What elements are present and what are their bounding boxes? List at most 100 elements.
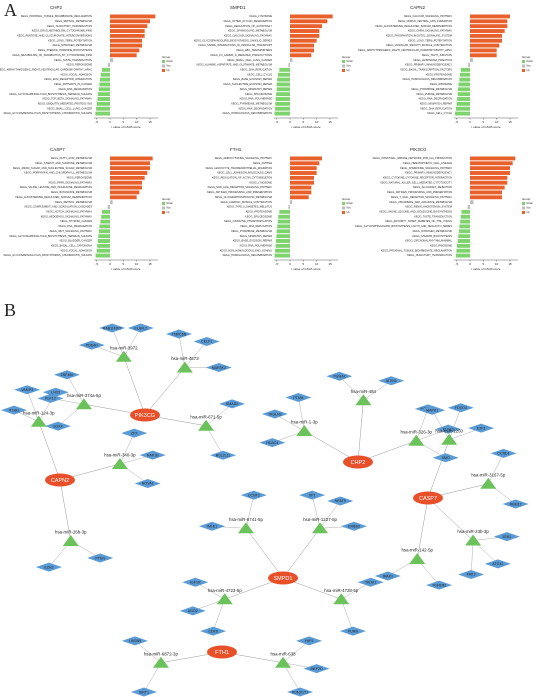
category-label: KEGG_FOCAL_ADHESION <box>61 73 93 76</box>
bar <box>96 101 110 106</box>
bar <box>288 205 290 209</box>
target-node <box>259 438 286 448</box>
x-tick-label: 5 <box>122 262 124 266</box>
bar <box>110 19 150 24</box>
mirna-label: hsa-miR-6872-3p <box>144 651 178 656</box>
hub-label: PIK3CG <box>135 413 155 419</box>
category-label: KEGG_AMINO_SUGAR_AND_NUCLEOTIDE_SUGAR_ME… <box>13 167 92 170</box>
bar <box>470 156 516 161</box>
edge <box>339 376 364 401</box>
edge <box>26 389 39 422</box>
target-node <box>44 421 71 431</box>
target-node <box>468 423 495 433</box>
category-label: KEGG_NOD_LIKE_RECEPTOR_SIGNALING_PATHWAY <box>208 186 273 189</box>
target-label: MAP3K2 <box>212 366 226 370</box>
category-label: KEGG_TYPE_II_DIABETES_MELLITUS <box>227 206 273 209</box>
category-label: KEGG_PATHWAYS_IN_CANCER <box>54 83 92 86</box>
target-node <box>493 532 520 542</box>
category-label: KEGG_HOMOLOGOUS_RECOMBINATION <box>223 254 273 257</box>
legend-label: Down <box>167 60 174 63</box>
category-label: KEGG_LEISHMANIA_INFECTION <box>413 59 452 62</box>
category-label: KEGG_MISMATCH_REPAIR <box>240 235 272 238</box>
bar <box>290 14 333 19</box>
edge <box>123 356 146 416</box>
mirna-label: hsa-miR-340-3p <box>104 453 136 458</box>
x-tick-label: 10 <box>135 120 139 124</box>
bar <box>456 243 470 248</box>
mirna-node <box>333 593 350 605</box>
mirna-label: hsa-miR-3972 <box>110 345 138 350</box>
bar <box>95 111 110 116</box>
edge <box>195 582 225 600</box>
mirna-label: hsa-miR-4673 <box>171 356 199 361</box>
x-tick-label: 15 <box>508 262 512 266</box>
panel-label: B <box>4 300 16 320</box>
bar <box>97 239 110 243</box>
x-tick-label: -5 <box>95 262 98 266</box>
bar <box>460 67 470 72</box>
bar <box>470 19 508 24</box>
bar <box>279 67 290 72</box>
bar <box>290 156 322 161</box>
bar <box>110 29 145 33</box>
legend-label: Down <box>347 60 354 63</box>
bar <box>457 97 470 101</box>
bar <box>277 219 290 224</box>
legend-swatch <box>162 211 165 214</box>
target-label: ERBB3 <box>348 525 360 529</box>
edge <box>357 400 364 463</box>
category-label: KEGG_SMALL_CELL_LUNG_CANCER <box>47 107 92 110</box>
category-label: KEGG_TGF_BETA_SIGNALING_PATHWAY <box>43 98 93 101</box>
category-label: KEGG_ALDOSTERONE_REGULATED_SODIUM_REABSO… <box>15 196 92 199</box>
bar <box>99 77 110 82</box>
mirna-node <box>441 433 458 445</box>
x-tick-label: -5 <box>275 262 278 266</box>
edge <box>134 640 162 663</box>
bar <box>275 248 290 253</box>
hub-node <box>207 645 237 659</box>
bar <box>110 156 153 161</box>
edge <box>416 408 429 441</box>
x-tick-label: 0 <box>289 262 291 266</box>
category-label: KEGG_NITROGEN_METABOLISM <box>53 44 92 47</box>
edge <box>311 495 321 529</box>
category-label: KEGG_MISMATCH_REPAIR <box>420 103 452 106</box>
mirna-node <box>111 457 128 469</box>
category-label: KEGG_CYTOKINE_CYTOKINE_RECEPTOR_INTERACT… <box>383 177 452 180</box>
category-label: KEGG_OLFACTORY_TRANSDUCTION <box>407 254 452 257</box>
mirna-label: hsa-miR-374a-5p <box>67 393 101 398</box>
target-label: IRAK1 <box>383 574 393 578</box>
bar <box>459 224 470 229</box>
target-label: PTEN <box>95 556 105 560</box>
category-label: KEGG_BASE_EXCISION_REPAIR <box>233 78 272 81</box>
mirna-node <box>216 593 233 605</box>
bar <box>470 58 473 63</box>
legend-swatch <box>342 202 345 205</box>
category-label: KEGG_RIBOSOME <box>430 245 452 248</box>
x-tick-label: 5 <box>302 120 304 124</box>
mirna-label: hsa-miR-124-3p <box>23 410 55 415</box>
category-label: KEGG_ANTIGEN_PROCESSING_AND_PRESENTATION <box>387 191 452 194</box>
mirna-label: hsa-miR-1260 <box>435 428 463 433</box>
category-label: KEGG_CALCIUM_SIGNALING_PATHWAY <box>224 35 272 38</box>
category-label: KEGG_RIBOSOME <box>430 83 452 86</box>
bar <box>275 101 290 106</box>
category-label: KEGG_RNA_DEGRADATION <box>419 98 453 101</box>
bar <box>110 53 137 58</box>
target-node <box>193 336 220 346</box>
category-label: KEGG_METABOLISM_OF_XENOBIOTICS_BY_CYTOCH… <box>12 54 92 57</box>
hub-node <box>268 571 298 585</box>
bar <box>288 63 290 67</box>
target-node <box>42 387 69 397</box>
category-label: KEGG_HEMATOPOIETIC_CELL_LINEAGE <box>403 162 452 165</box>
category-label: KEGG_LEUKOCYTE_TRANSENDOTHELIAL_MIGRATIO… <box>206 167 273 170</box>
category-label: KEGG_REGULATION_OF_AUTOPHAGY <box>225 25 272 28</box>
bar <box>110 33 145 38</box>
category-label: KEGG_CALCIUM_SIGNALING_PATHWAY <box>404 15 452 18</box>
panel-label: A <box>4 0 17 20</box>
mirna-node <box>409 553 426 565</box>
category-label: KEGG_VASCULAR_SMOOTH_MUSCLE_CONTRACTION <box>386 44 452 47</box>
target-label: ZNF460 <box>60 373 73 377</box>
bar <box>290 180 314 185</box>
target-node <box>435 424 462 434</box>
